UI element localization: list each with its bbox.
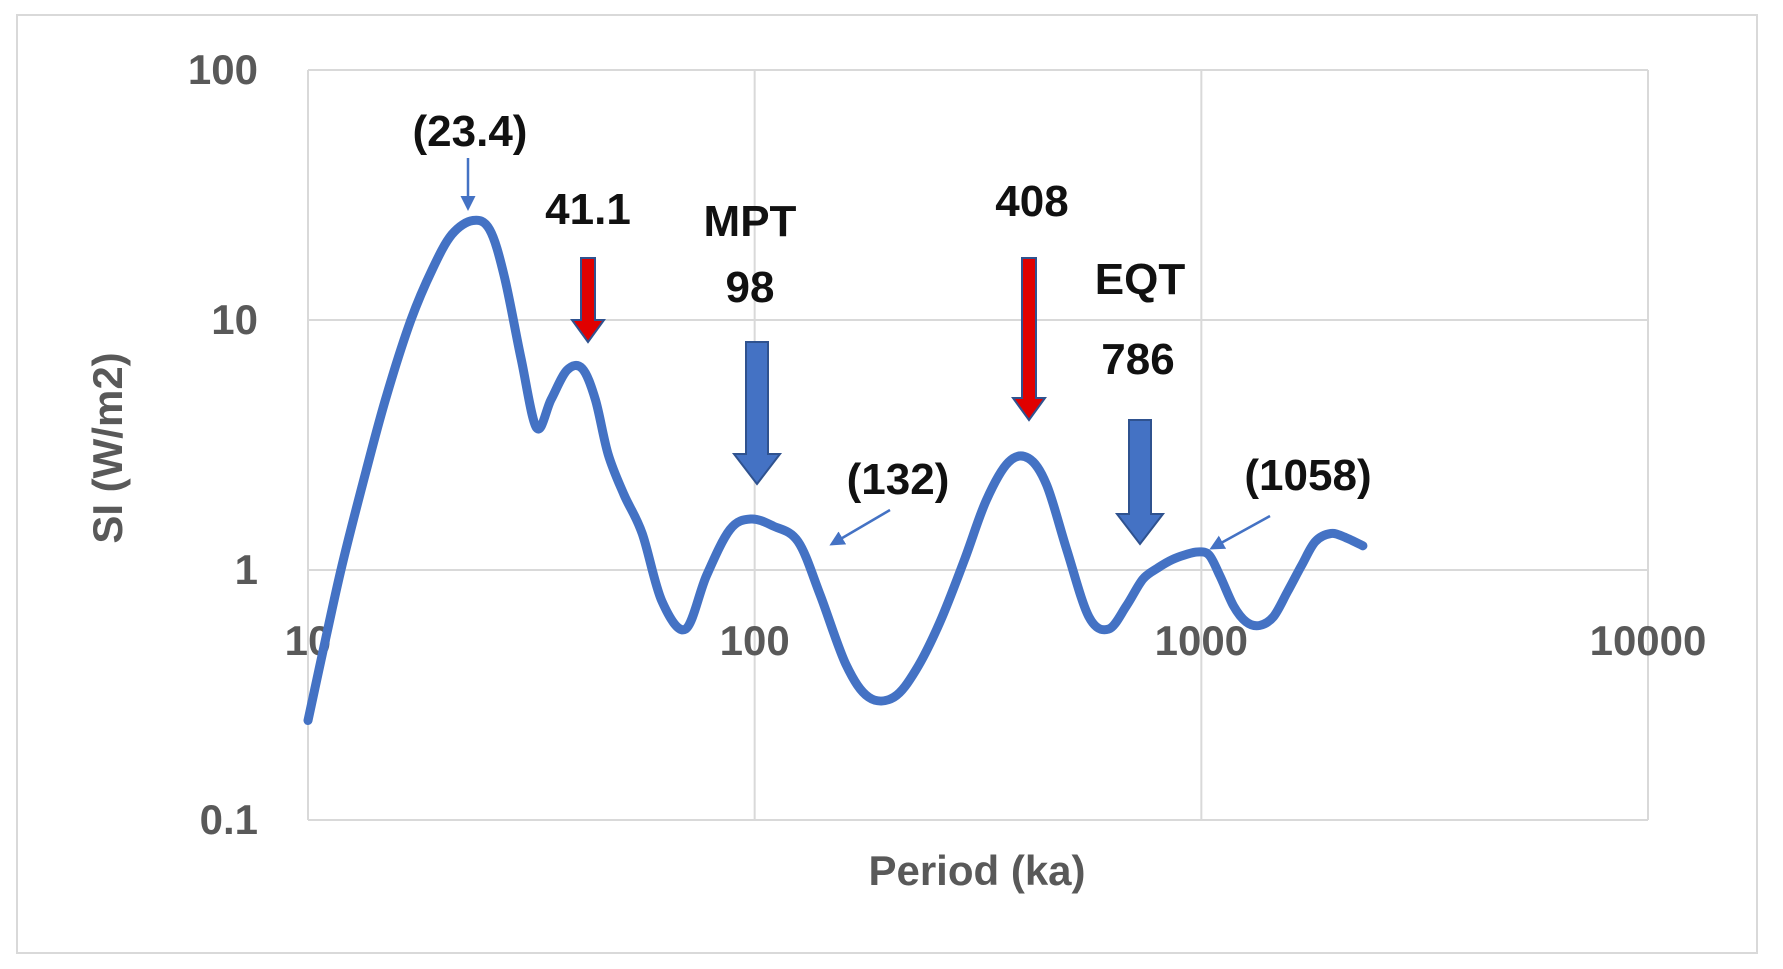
y-tick-label: 0.1 <box>200 796 258 843</box>
red-arrow-icon <box>570 257 606 344</box>
annotation-label: EQT <box>1095 255 1186 304</box>
y-tick-label: 100 <box>188 46 258 93</box>
x-tick-label: 1000 <box>1155 617 1248 664</box>
y-tick-label: 10 <box>211 296 258 343</box>
annotation-label: 408 <box>995 177 1068 226</box>
annotation-label: 98 <box>726 263 775 312</box>
annotation-labels: (23.4) 41.1 MPT 98 (132) 408 EQT 786 (1058) <box>413 107 1372 504</box>
x-axis-title: Period (ka) <box>868 847 1085 894</box>
thin-arrow-icon <box>829 508 891 546</box>
annotation-label: (132) <box>847 455 950 504</box>
annotation-label: 786 <box>1101 335 1174 384</box>
gridlines <box>307 69 1649 821</box>
series-line <box>303 215 1368 725</box>
thick-blue-arrow-icon <box>1114 419 1166 546</box>
annotation-arrows <box>460 158 1271 550</box>
thick-blue-arrow-icon <box>731 341 783 486</box>
x-tick-label: 10000 <box>1590 617 1707 664</box>
series-layer <box>303 215 1368 725</box>
annotation-label: (23.4) <box>413 107 528 156</box>
x-tick-label: 100 <box>720 617 790 664</box>
thin-arrow-icon <box>1209 514 1271 550</box>
annotation-label: 41.1 <box>545 185 631 234</box>
red-arrow-icon <box>1011 257 1047 422</box>
y-tick-label: 1 <box>235 546 258 593</box>
annotation-label: (1058) <box>1244 451 1371 500</box>
chart-frame <box>16 14 1758 954</box>
annotation-label: MPT <box>704 197 797 246</box>
y-axis-title: SI (W/m2) <box>84 352 131 543</box>
